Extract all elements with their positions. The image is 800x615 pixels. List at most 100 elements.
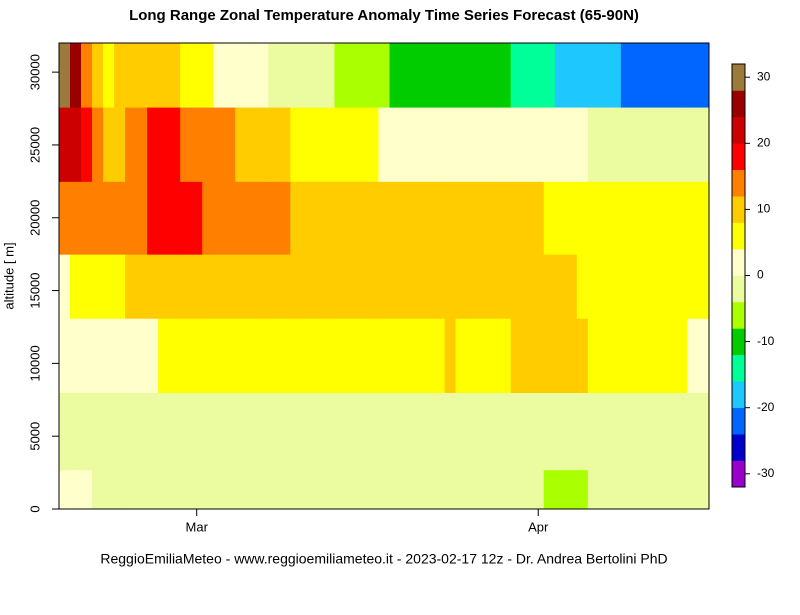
heat-cell <box>158 318 181 393</box>
heat-cell <box>389 181 446 255</box>
heat-cell <box>158 43 181 108</box>
heat-cell <box>389 469 446 510</box>
colorbar-tick-label: -30 <box>757 466 775 480</box>
heat-cell <box>268 469 291 510</box>
heat-cell <box>455 392 512 471</box>
heat-cell <box>103 107 115 182</box>
chart-title: Long Range Zonal Temperature Anomaly Tim… <box>129 7 639 24</box>
heat-cell <box>554 43 578 108</box>
heat-cell <box>455 254 512 319</box>
heat-cell <box>543 318 556 393</box>
heat-cell <box>378 318 391 393</box>
heat-cell <box>444 181 457 255</box>
heat-cell <box>213 392 236 471</box>
heat-cell <box>389 392 446 471</box>
heat-cell <box>92 43 104 108</box>
heat-cell <box>202 392 214 471</box>
heat-cell <box>114 318 126 393</box>
heat-cell <box>103 43 115 108</box>
y-tick-label: 15000 <box>27 272 42 308</box>
heat-cell <box>81 318 93 393</box>
heat-cell <box>620 254 688 319</box>
heat-cell <box>620 392 688 471</box>
heat-cell <box>213 469 236 510</box>
heat-cell <box>59 318 71 393</box>
heat-cell <box>59 181 71 255</box>
heat-cell <box>213 43 236 108</box>
heat-cell <box>444 43 457 108</box>
heat-cell <box>587 107 622 182</box>
heat-cell <box>455 107 512 182</box>
heat-cell <box>290 392 335 471</box>
heat-cell <box>213 254 236 319</box>
heat-cell <box>70 469 82 510</box>
heat-cell <box>543 469 556 510</box>
heat-cell <box>554 392 578 471</box>
y-tick-label: 0 <box>27 505 42 512</box>
x-tick-label: Mar <box>186 519 209 534</box>
heat-cell <box>147 107 159 182</box>
heat-cell <box>389 254 446 319</box>
heat-cell <box>125 318 148 393</box>
heat-cell <box>587 181 622 255</box>
colorbar-bin <box>732 116 745 144</box>
heat-cell <box>103 469 115 510</box>
heat-cell <box>103 181 115 255</box>
heat-cell <box>235 181 269 255</box>
heat-cell <box>554 469 578 510</box>
heat-cell <box>235 469 269 510</box>
heat-cell <box>543 107 556 182</box>
heat-cell <box>378 181 391 255</box>
heat-cell <box>114 392 126 471</box>
heat-cell <box>686 318 710 393</box>
heat-cell <box>620 43 688 108</box>
heat-cell <box>620 469 688 510</box>
colorbar-tick-label: 30 <box>757 69 771 83</box>
heat-cell <box>378 469 391 510</box>
heat-cell <box>59 254 71 319</box>
colorbar-bin <box>732 90 745 118</box>
heat-cell <box>268 254 291 319</box>
heat-cell <box>81 469 93 510</box>
heat-cell <box>81 181 93 255</box>
colorbar-bin <box>732 381 745 408</box>
heat-cell <box>510 107 545 182</box>
heat-cell <box>290 254 335 319</box>
heat-cell <box>81 107 93 182</box>
heat-cell <box>576 469 589 510</box>
heat-cell <box>147 181 159 255</box>
colorbar-bin <box>732 354 745 382</box>
heat-cell <box>554 107 578 182</box>
heat-cell <box>510 254 545 319</box>
colorbar-tick-label: 0 <box>757 268 764 282</box>
heat-cell <box>576 318 589 393</box>
heat-cell <box>70 181 82 255</box>
heat-cell <box>202 43 214 108</box>
heat-cell <box>158 469 181 510</box>
heat-cell <box>268 107 291 182</box>
heat-cell <box>268 181 291 255</box>
heat-cell <box>125 392 148 471</box>
heat-cell <box>125 43 148 108</box>
heat-cell <box>180 469 203 510</box>
heat-cell <box>59 469 71 510</box>
heat-cell <box>587 469 622 510</box>
heat-cell <box>554 318 578 393</box>
heat-cell <box>81 254 93 319</box>
heat-cell <box>180 254 203 319</box>
heat-cell <box>114 254 126 319</box>
heat-cell <box>444 107 457 182</box>
heat-cell <box>92 107 104 182</box>
heat-cell <box>114 181 126 255</box>
colorbar-bin <box>732 434 745 461</box>
heat-cell <box>543 254 556 319</box>
heat-cell <box>576 392 589 471</box>
colorbar-bin <box>732 328 745 356</box>
heat-cell <box>290 107 335 182</box>
heat-cell <box>268 43 291 108</box>
heat-cell <box>686 254 710 319</box>
heat-cell <box>290 318 335 393</box>
heat-cell <box>554 181 578 255</box>
heat-cell <box>510 181 545 255</box>
